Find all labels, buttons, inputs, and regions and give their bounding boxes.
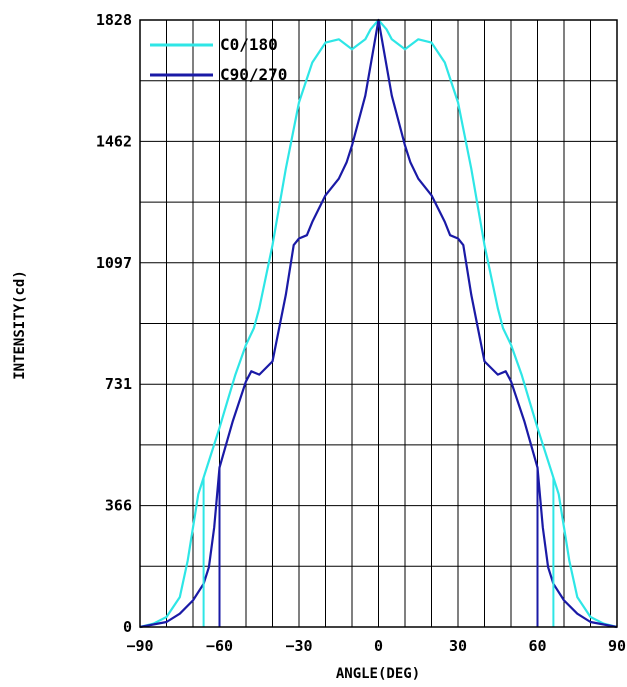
x-tick-label: 90 [608,637,626,655]
legend-label-c0-180: C0/180 [220,35,278,54]
y-tick-label: 1462 [96,132,132,150]
legend-label-c90-270: C90/270 [220,65,287,84]
y-tick-label: 366 [105,497,132,515]
vertical-markers [202,467,555,627]
x-tick-label: 60 [528,637,546,655]
tick-labels: −90 −60 −30 0 30 60 90 0 366 731 1097 1462 1828 [96,11,626,655]
x-tick-label: 30 [449,637,467,655]
chart-grid [140,20,617,627]
x-tick-label: −90 [126,637,153,655]
x-tick-label: −30 [285,637,312,655]
y-tick-label: 1097 [96,254,132,272]
x-tick-label: −60 [206,637,233,655]
plot-frame [139,19,618,628]
x-tick-label: 0 [374,637,383,655]
legend: C0/180 C90/270 [150,35,287,84]
y-tick-label: 0 [123,618,132,636]
y-axis-title: INTENSITY(cd) [12,270,28,380]
x-axis-title: ANGLE(DEG) [336,666,420,682]
y-tick-label: 731 [105,375,132,393]
y-tick-label: 1828 [96,11,132,29]
